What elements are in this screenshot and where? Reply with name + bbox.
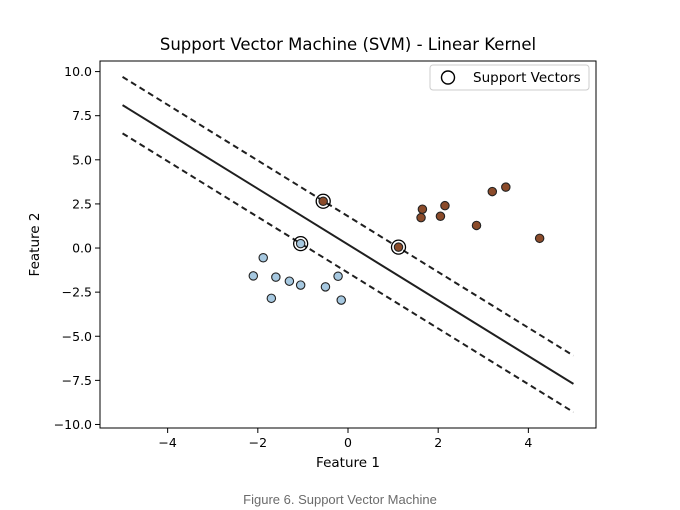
x-tick-label: 4: [524, 435, 532, 450]
data-point-class-1: [318, 196, 328, 207]
x-tick-label: −2: [249, 435, 267, 450]
data-point-class-1: [534, 233, 545, 244]
support-vector-ring: [293, 235, 309, 252]
support-vectors-layer: [293, 193, 407, 255]
data-point-class-1: [435, 211, 446, 222]
y-tick-label: −5.0: [62, 329, 92, 344]
x-tick-label: 0: [344, 435, 352, 450]
decision-boundary-line: [122, 104, 574, 385]
data-point-class-0: [336, 295, 346, 305]
y-tick-label: 2.5: [72, 196, 92, 211]
y-tick-label: −10.0: [54, 417, 92, 432]
legend-label: Support Vectors: [473, 70, 581, 86]
x-tick-label: −4: [158, 435, 176, 450]
y-tick-label: 0.0: [72, 241, 92, 256]
margin-upper-line: [122, 76, 574, 357]
legend-box: [429, 64, 590, 91]
y-tick-label: −7.5: [62, 373, 92, 388]
data-point-class-0: [266, 293, 277, 304]
chart-title: Support Vector Machine (SVM) - Linear Ke…: [160, 35, 536, 54]
figure-caption: Figure 6. Support Vector Machine: [243, 492, 437, 507]
data-point-class-1: [501, 182, 511, 192]
data-point-class-1: [487, 186, 498, 197]
y-tick-label: 5.0: [72, 152, 92, 167]
legend-support-vector-marker: [440, 70, 456, 85]
support-vector-ring: [390, 239, 407, 255]
data-point-class-0: [295, 280, 306, 290]
y-tick-label: −2.5: [62, 285, 92, 300]
points-layer: [248, 182, 545, 305]
data-point-class-1: [393, 242, 404, 252]
lines-layer: [122, 76, 574, 413]
y-axis-label: Feature 2: [27, 213, 43, 277]
data-point-class-0: [320, 282, 331, 292]
data-point-class-0: [271, 272, 281, 282]
data-point-class-0: [258, 252, 268, 263]
y-axis: 10.0 7.5 5.0 2.5 0.0 −2.5 −5.0 −7.5 −10.0: [54, 64, 100, 432]
x-axis: −4 −2 0 2 4: [158, 428, 532, 450]
x-tick-label: 2: [434, 435, 442, 450]
support-vector-ring: [315, 193, 331, 209]
data-point-class-1: [416, 212, 426, 223]
y-tick-label: 10.0: [64, 64, 92, 79]
legend: Support Vectors: [429, 64, 590, 91]
data-point-class-1: [471, 220, 482, 231]
data-point-class-0: [333, 271, 343, 282]
data-point-class-0: [284, 276, 295, 286]
data-point-class-0: [295, 238, 306, 249]
y-tick-label: 7.5: [72, 108, 92, 123]
data-point-class-0: [248, 271, 259, 281]
x-axis-label: Feature 1: [316, 455, 380, 471]
data-point-class-1: [440, 200, 450, 211]
margin-lower-line: [122, 132, 574, 413]
data-point-class-1: [417, 204, 428, 214]
